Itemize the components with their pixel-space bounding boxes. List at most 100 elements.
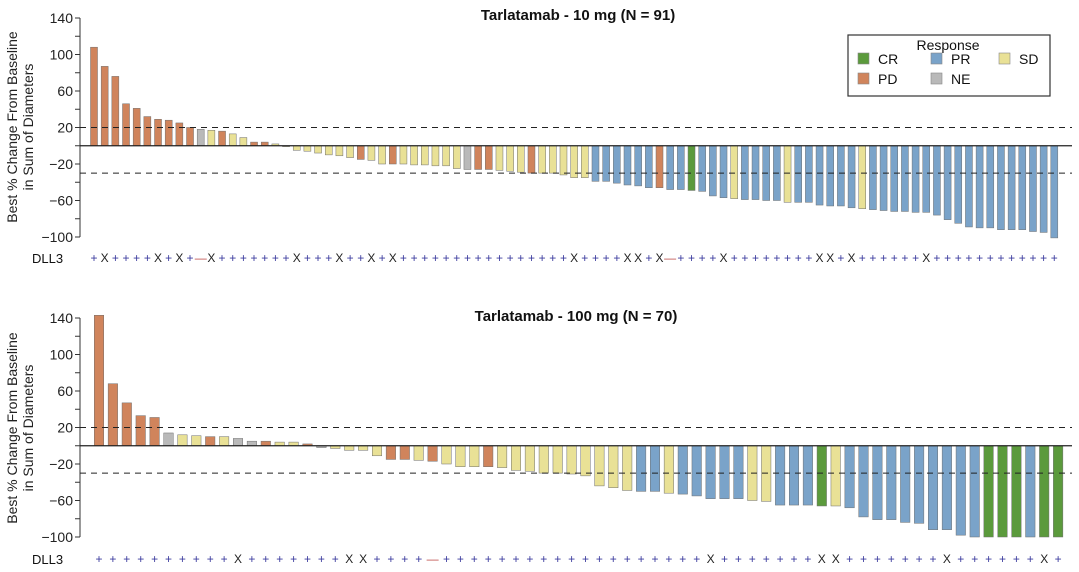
bar-pd <box>357 145 365 160</box>
bar-sd <box>663 445 674 494</box>
dll3-marker: + <box>688 251 695 265</box>
dll3-marker: + <box>749 552 756 566</box>
dll3-marker: + <box>805 251 812 265</box>
bar-cr <box>687 145 696 191</box>
dll3-marker: + <box>272 251 279 265</box>
dll3-marker: + <box>193 552 200 566</box>
dll3-marker: + <box>304 251 311 265</box>
y-tick-label: −100 <box>41 229 73 245</box>
legend-label-cr: CR <box>878 51 898 67</box>
dll3-marker: + <box>261 251 268 265</box>
dll3-marker: + <box>874 552 881 566</box>
y-tick-label: 20 <box>57 120 73 136</box>
bar-pd <box>149 417 160 446</box>
bar-sd <box>431 145 440 167</box>
bar-ne <box>233 438 243 447</box>
dll3-marker: + <box>229 251 236 265</box>
dll3-marker: + <box>965 251 972 265</box>
dll3-marker: + <box>415 552 422 566</box>
bar-pd <box>474 145 482 170</box>
bar-pd <box>389 145 397 165</box>
dll3-marker: — <box>664 251 676 265</box>
bar-sd <box>324 145 333 156</box>
bar-sd <box>239 137 248 147</box>
bar-pr <box>602 145 610 182</box>
dll3-marker: + <box>592 251 599 265</box>
bar-sd <box>455 445 466 467</box>
dll3-marker: + <box>539 251 546 265</box>
bar-pr <box>802 445 813 506</box>
dll3-marker: + <box>432 251 439 265</box>
dll3-marker: X <box>175 251 183 265</box>
dll3-marker: + <box>709 251 716 265</box>
dll3-marker: + <box>955 251 962 265</box>
bar-pr <box>837 145 845 207</box>
dll3-marker: + <box>763 251 770 265</box>
bar-pd <box>94 315 104 447</box>
dll3-marker: + <box>971 552 978 566</box>
bar-pr <box>941 445 952 530</box>
dll3-marker: + <box>151 552 158 566</box>
dll3-marker: + <box>741 251 748 265</box>
dll3-marker: + <box>137 552 144 566</box>
y-tick-label: 100 <box>50 347 74 363</box>
bar-sd <box>344 445 355 451</box>
bar-pr <box>677 145 685 190</box>
bar-sd <box>552 445 563 474</box>
dll3-marker: + <box>411 251 418 265</box>
dll3-marker: + <box>790 552 797 566</box>
dll3-marker: + <box>773 251 780 265</box>
bar-pr <box>879 145 888 211</box>
dll3-marker: X <box>816 251 824 265</box>
dll3-marker: + <box>859 251 866 265</box>
bar-ne <box>463 145 472 170</box>
dll3-marker: + <box>777 552 784 566</box>
bar-pr <box>705 445 716 499</box>
dll3-marker: + <box>912 251 919 265</box>
bar-cr <box>1053 445 1064 538</box>
dll3-marker: + <box>987 251 994 265</box>
legend: Response CR PR SD PD NE <box>847 34 1051 97</box>
dll3-marker: + <box>207 552 214 566</box>
y-tick-label: −60 <box>49 193 73 209</box>
dll3-marker: + <box>357 251 364 265</box>
bar-pr <box>789 445 799 506</box>
dll3-row-label: DLL3 <box>32 552 63 567</box>
bar-sd <box>549 145 557 174</box>
bar-pd <box>90 46 98 147</box>
y-tick-label: −100 <box>41 529 73 545</box>
bar-pr <box>775 445 786 506</box>
bar-sd <box>372 445 382 457</box>
dll3-marker: + <box>453 251 460 265</box>
dll3-marker: X <box>359 552 367 566</box>
dll3-marker: + <box>528 251 535 265</box>
bar-pr <box>872 445 883 520</box>
dll3-marker: X <box>623 251 631 265</box>
dll3-marker: X <box>634 251 642 265</box>
dll3-marker: + <box>581 251 588 265</box>
dll3-marker: + <box>997 251 1004 265</box>
bar-pr <box>954 145 963 224</box>
dll3-marker: + <box>554 552 561 566</box>
bar-pd <box>122 103 130 146</box>
bar-pr <box>986 145 995 229</box>
bar-ne <box>163 432 174 447</box>
dll3-marker: + <box>582 552 589 566</box>
dll3-marker: X <box>826 251 834 265</box>
dll3-marker: + <box>457 552 464 566</box>
dll3-marker: + <box>443 552 450 566</box>
bar-sd <box>191 435 202 446</box>
legend-swatch-ne <box>930 72 943 85</box>
bar-pr <box>733 445 744 499</box>
panel-100mg: Tarlatamab - 100 mg (N = 70) Best % Chan… <box>4 308 1072 567</box>
dll3-marker: + <box>1019 251 1026 265</box>
bar-pr <box>901 145 909 212</box>
bar-pd <box>218 130 226 146</box>
dll3-marker: X <box>367 251 375 265</box>
dll3-marker: + <box>144 251 151 265</box>
dll3-marker: + <box>290 552 297 566</box>
dll3-marker: + <box>332 552 339 566</box>
bar-pd <box>186 127 194 146</box>
dll3-marker: + <box>795 251 802 265</box>
dll3-marker: + <box>347 251 354 265</box>
